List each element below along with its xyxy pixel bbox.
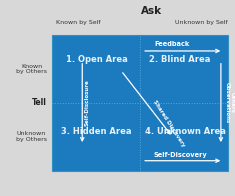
Text: Unknown by Self: Unknown by Self — [175, 20, 228, 25]
Text: Unknown
by Others: Unknown by Others — [16, 131, 47, 142]
Text: Tell: Tell — [32, 98, 47, 107]
Text: Known
by Others: Known by Others — [16, 64, 47, 74]
Text: 3. Hidden Area: 3. Hidden Area — [61, 127, 132, 136]
Bar — [52, 35, 228, 171]
Text: Self-Discovery: Self-Discovery — [154, 152, 208, 158]
Text: Known by Self: Known by Self — [56, 20, 101, 25]
Text: Self-Disclosure: Self-Disclosure — [85, 80, 90, 126]
Text: Feedback: Feedback — [154, 41, 189, 47]
Text: 2. Blind Area: 2. Blind Area — [149, 55, 211, 64]
Text: 1. Open Area: 1. Open Area — [66, 55, 128, 64]
Text: 4. Unknown Area: 4. Unknown Area — [145, 127, 225, 136]
Text: Ask: Ask — [141, 6, 162, 16]
Text: Shared Discovery: Shared Discovery — [152, 99, 185, 148]
Text: Others'
Observations: Others' Observations — [224, 82, 235, 123]
